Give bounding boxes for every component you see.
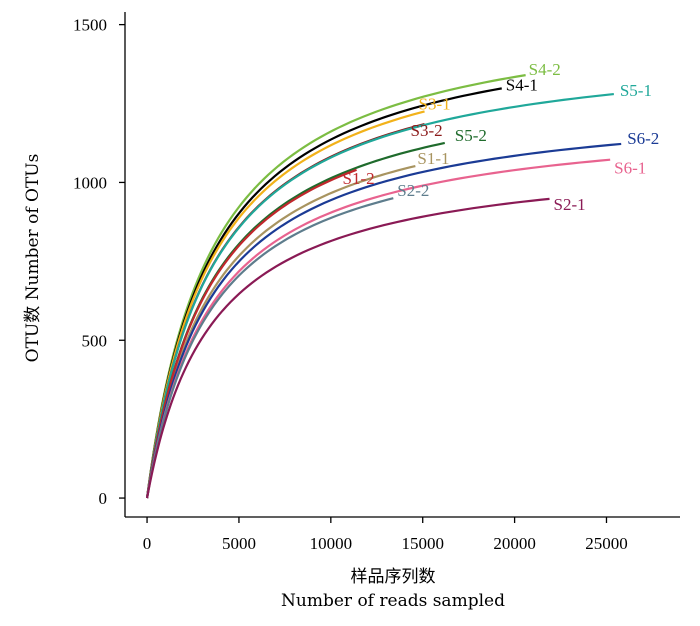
y-axis-title: OTU数 Number of OTUs — [23, 154, 43, 363]
x-tick-label: 25000 — [585, 534, 628, 553]
series-labels: S4-2S4-1 S3-1 S3-2 S5-1 S5-2 S1-1 S1-2 S6-2 S6-1… — [343, 60, 660, 214]
y-tick-label: 500 — [82, 331, 108, 350]
series-label-s5-2: S5-2 — [455, 126, 487, 145]
series-label-s1-1: S1-1 — [417, 149, 449, 168]
series-label-s2-1: S2-1 — [554, 195, 586, 214]
y-tick-label: 1000 — [73, 173, 107, 192]
rarefaction-curves — [145, 74, 622, 499]
series-label-s4-2: S4-2 — [529, 60, 561, 79]
series-label-s3-2: S3-2 — [411, 121, 443, 140]
y-tick-label: 1500 — [73, 16, 107, 35]
curve-s6-2 — [145, 142, 622, 499]
x-ticks: 0 5000 10000 15000 20000 25000 — [143, 517, 628, 553]
x-tick-label: 5000 — [222, 534, 256, 553]
x-tick-label: 0 — [143, 534, 152, 553]
series-label-s6-2: S6-2 — [627, 129, 659, 148]
series-label-s6-1: S6-1 — [614, 159, 646, 178]
curve-s2-1 — [145, 197, 550, 499]
series-label-s1-2: S1-2 — [343, 169, 375, 188]
axes — [124, 12, 680, 518]
y-ticks: 0 500 1000 1500 — [73, 16, 125, 508]
series-label-s5-1: S5-1 — [620, 81, 652, 100]
y-tick-label: 0 — [99, 489, 108, 508]
x-axis-title-en: Number of reads sampled — [281, 591, 505, 611]
x-axis-title-cn: 样品序列数 — [351, 567, 436, 587]
series-label-s3-1: S3-1 — [419, 94, 451, 113]
x-tick-label: 15000 — [401, 534, 444, 553]
x-tick-label: 10000 — [310, 534, 353, 553]
x-tick-label: 20000 — [493, 534, 536, 553]
series-label-s2-2: S2-2 — [397, 181, 429, 200]
curve-s6-1 — [145, 158, 611, 499]
series-label-s4-1: S4-1 — [506, 75, 538, 94]
